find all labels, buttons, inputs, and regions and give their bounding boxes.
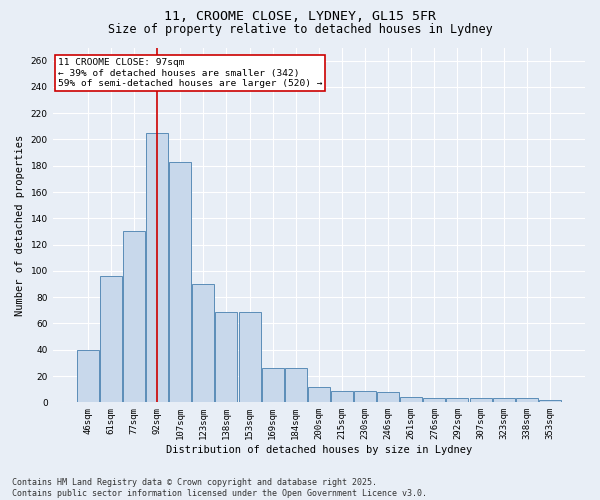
Bar [215, 312, 238, 402]
Text: 11, CROOME CLOSE, LYDNEY, GL15 5FR: 11, CROOME CLOSE, LYDNEY, GL15 5FR [164, 10, 436, 23]
Bar [262, 368, 284, 402]
Bar [193, 284, 214, 403]
Text: 11 CROOME CLOSE: 97sqm
← 39% of detached houses are smaller (342)
59% of semi-de: 11 CROOME CLOSE: 97sqm ← 39% of detached… [58, 58, 322, 88]
Bar [400, 397, 422, 402]
Bar [123, 232, 145, 402]
Y-axis label: Number of detached properties: Number of detached properties [15, 134, 25, 316]
Bar [424, 398, 445, 402]
Bar [446, 398, 469, 402]
Bar [308, 386, 330, 402]
Bar [516, 398, 538, 402]
Text: Contains HM Land Registry data © Crown copyright and database right 2025.
Contai: Contains HM Land Registry data © Crown c… [12, 478, 427, 498]
Bar [239, 312, 260, 402]
Bar [77, 350, 99, 403]
Text: Size of property relative to detached houses in Lydney: Size of property relative to detached ho… [107, 22, 493, 36]
Bar [331, 390, 353, 402]
X-axis label: Distribution of detached houses by size in Lydney: Distribution of detached houses by size … [166, 445, 472, 455]
Bar [377, 392, 399, 402]
Bar [539, 400, 561, 402]
Bar [493, 398, 515, 402]
Bar [146, 133, 168, 402]
Bar [169, 162, 191, 402]
Bar [285, 368, 307, 402]
Bar [470, 398, 491, 402]
Bar [100, 276, 122, 402]
Bar [354, 390, 376, 402]
